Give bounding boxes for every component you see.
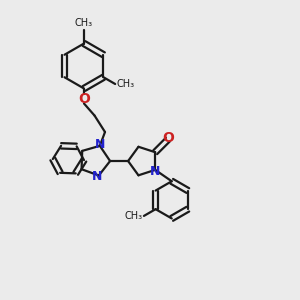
Text: CH₃: CH₃ (124, 211, 142, 221)
Text: CH₃: CH₃ (75, 18, 93, 28)
Text: N: N (92, 170, 103, 183)
Text: O: O (78, 92, 90, 106)
Text: CH₃: CH₃ (117, 79, 135, 89)
Text: N: N (94, 138, 105, 151)
Text: N: N (150, 165, 161, 178)
Text: O: O (163, 131, 174, 145)
